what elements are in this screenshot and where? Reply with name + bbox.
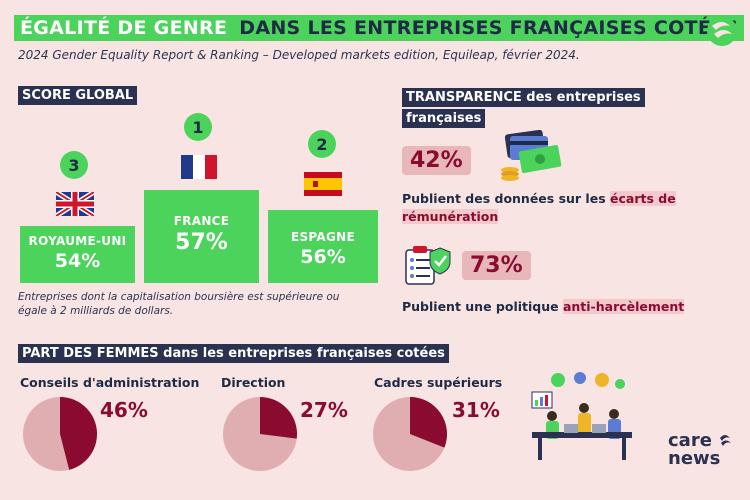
podium-france: FRANCE 57%	[144, 190, 259, 283]
swirl-logo-icon	[706, 14, 738, 52]
pie-value-direction: 27%	[300, 398, 348, 422]
podium-spain-value: 56%	[300, 246, 346, 268]
pie-label-direction: Direction	[221, 375, 286, 390]
pie-value-conseils: 46%	[100, 398, 148, 422]
page-title: ÉGALITÉ DE GENRE DANS LES ENTREPRISES FR…	[14, 14, 745, 42]
spain-flag-icon	[304, 172, 342, 200]
transparence-header: TRANSPARENCE des entreprises françaises	[402, 86, 645, 128]
stat-harcelement-text: Publient une politique	[402, 299, 563, 314]
pie-direction	[223, 397, 298, 471]
pie-value-cadres: 31%	[452, 398, 500, 422]
podium-spain: ESPAGNE 56%	[268, 210, 378, 283]
logo-swirl-icon	[718, 432, 732, 452]
pie-label-conseils: Conseils d'administration	[20, 375, 200, 390]
capitalisation-note: Entreprises dont la capitalisation bours…	[18, 291, 340, 317]
title-part2: DANS LES ENTREPRISES FRANÇAISES COTÉES	[233, 15, 745, 41]
title-part1: ÉGALITÉ DE GENRE	[14, 15, 234, 41]
logo-line2: news	[668, 448, 721, 469]
stat-harcelement-description: Publient une politique anti-harcèlement	[402, 298, 732, 316]
team-meeting-illustration	[528, 370, 638, 469]
rank-badge-spain: 2	[308, 130, 336, 158]
stat-harcelement-highlight: anti-harcèlement	[562, 299, 685, 314]
stat-ecarts-highlight-2: rémunération	[402, 209, 499, 224]
podium-france-value: 57%	[175, 230, 228, 255]
score-global-header: SCORE GLOBAL	[18, 86, 138, 105]
clipboard-shield-icon	[404, 244, 454, 290]
transparence-header-line1: TRANSPARENCE des entreprises	[402, 88, 645, 107]
subtitle: 2024 Gender Equality Report & Ranking – …	[18, 48, 580, 62]
logo-line1: care	[668, 430, 712, 451]
carenews-logo: care news	[668, 432, 720, 468]
pie-slice-conseils	[60, 397, 98, 470]
credit-card-money-icon	[500, 129, 562, 186]
stat-harcelement-value: 73%	[462, 251, 531, 280]
stat-ecarts-value: 42%	[402, 146, 471, 175]
podium-uk: ROYAUME-UNI 54%	[20, 226, 135, 283]
france-flag-icon	[181, 155, 217, 183]
rank-badge-uk: 3	[60, 151, 88, 179]
stat-ecarts-description: Publient des données sur les écarts de r…	[402, 190, 702, 226]
podium-spain-label: ESPAGNE	[290, 230, 355, 244]
pie-conseils	[23, 397, 98, 471]
podium-uk-label: ROYAUME-UNI	[28, 234, 127, 248]
pie-slice-cadres	[410, 397, 447, 448]
pie-label-cadres: Cadres supérieurs	[374, 375, 503, 390]
podium-france-label: FRANCE	[173, 214, 230, 228]
pie-slice-direction	[260, 397, 298, 439]
stat-ecarts-text: Publient des données sur les	[402, 191, 610, 206]
pie-cadres	[373, 397, 447, 471]
part-femmes-header: PART DES FEMMES dans les entreprises fra…	[18, 344, 449, 363]
stat-ecarts-highlight-1: écarts de	[610, 191, 676, 206]
podium-uk-value: 54%	[54, 250, 101, 272]
uk-flag-icon	[54, 189, 96, 220]
rank-badge-france: 1	[184, 113, 212, 141]
transparence-header-line2: françaises	[402, 109, 486, 128]
